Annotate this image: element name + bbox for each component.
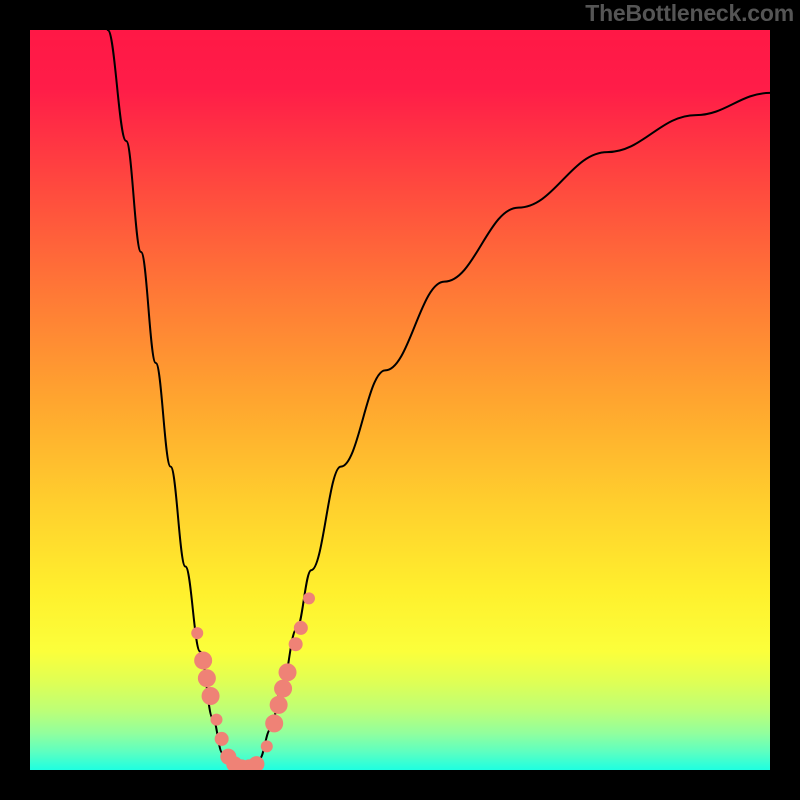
marker-dot [210, 714, 222, 726]
marker-dot [289, 637, 303, 651]
marker-dot [191, 627, 203, 639]
gradient-background [30, 30, 770, 770]
marker-dot [274, 680, 292, 698]
stage: TheBottleneck.com [0, 0, 800, 800]
marker-dot [261, 740, 273, 752]
marker-dot [270, 696, 288, 714]
marker-dot [265, 714, 283, 732]
marker-dot [194, 651, 212, 669]
watermark-text: TheBottleneck.com [585, 0, 794, 27]
marker-dot [202, 687, 220, 705]
marker-dot [279, 663, 297, 681]
marker-dot [303, 592, 315, 604]
marker-dot [198, 669, 216, 687]
marker-dot [294, 621, 308, 635]
plot-area [30, 30, 770, 770]
chart-svg [30, 30, 770, 770]
marker-dot [215, 732, 229, 746]
